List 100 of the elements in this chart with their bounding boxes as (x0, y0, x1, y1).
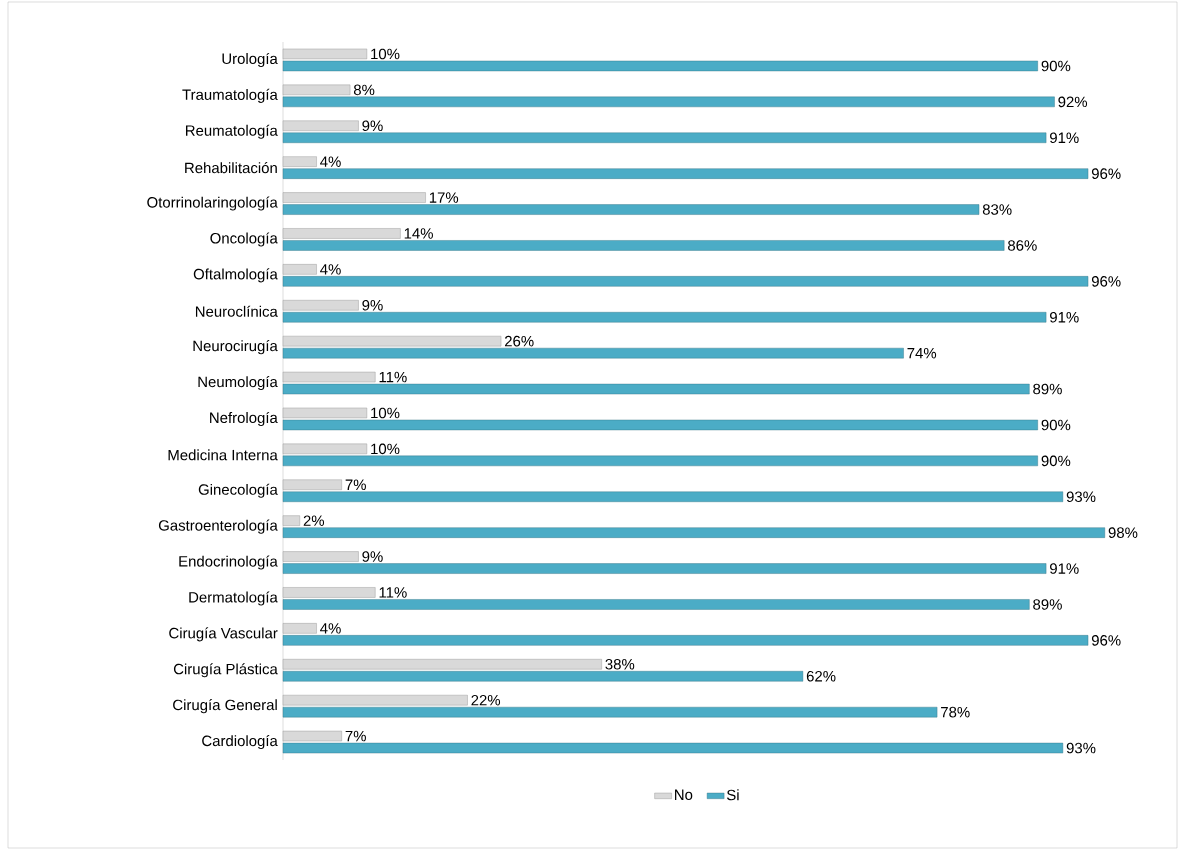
data-label: 9% (362, 299, 383, 311)
data-label: 93% (1066, 742, 1096, 754)
legend-label: Si (726, 789, 739, 801)
data-label: 11% (379, 587, 407, 598)
data-label: 4% (320, 264, 341, 275)
data-label: 83% (982, 204, 1012, 215)
bar (282, 156, 317, 167)
bar (282, 515, 300, 526)
bar (282, 635, 1089, 646)
data-label: 86% (1008, 240, 1037, 251)
y-tick-label: Medicina Interna (168, 449, 278, 461)
bar (282, 706, 938, 718)
bar (282, 742, 1064, 754)
bar (282, 455, 1038, 467)
bar (282, 587, 376, 598)
bar (282, 419, 1038, 431)
y-tick-label: Otorrinolaringología (147, 196, 278, 211)
bar (282, 96, 1055, 108)
y-tick-label: Oftalmología (193, 268, 278, 283)
data-label: 89% (1033, 383, 1062, 395)
y-tick-label: Reumatología (186, 124, 278, 139)
y-tick-label: Endocrinología (179, 555, 278, 570)
y-tick-label: Cirugía Vascular (169, 627, 278, 642)
data-label: 10% (371, 407, 400, 419)
y-tick-label: Dermatología (189, 591, 278, 606)
data-label: 26% (504, 335, 534, 347)
data-label: 91% (1050, 311, 1079, 323)
y-tick-label: Nefrología (210, 411, 278, 426)
bar (282, 300, 359, 311)
data-label: 7% (345, 479, 366, 490)
y-tick-label: Gastroenterología (158, 519, 278, 534)
data-label: 91% (1050, 563, 1079, 574)
data-label: 10% (371, 443, 400, 455)
bar (282, 491, 1064, 502)
bar (282, 479, 342, 490)
bar (282, 527, 1105, 538)
bar (282, 132, 1047, 143)
data-label: 10% (371, 48, 400, 60)
bar (282, 551, 359, 562)
y-tick-label: Ginecología (198, 483, 278, 498)
data-label: 2% (303, 515, 325, 526)
bar (282, 48, 368, 60)
legend-label: No (675, 789, 693, 801)
bar (282, 659, 602, 670)
bar (282, 312, 1047, 323)
y-tick-label: Rehabilitación (185, 162, 277, 174)
bar (282, 120, 359, 131)
bar (282, 228, 401, 239)
data-label: 38% (605, 658, 635, 670)
y-tick-label: Urología (222, 52, 278, 67)
y-tick-label: Cardiología (202, 735, 278, 750)
data-label: 93% (1066, 491, 1096, 503)
bar (282, 347, 904, 359)
data-label: 90% (1041, 419, 1071, 431)
data-label: 78% (941, 706, 970, 718)
data-label: 74% (907, 347, 937, 359)
y-tick-label: Neuroclínica (195, 305, 278, 317)
bar (282, 192, 426, 203)
bar (282, 383, 1030, 395)
data-label: 90% (1041, 60, 1071, 72)
bar (282, 240, 1005, 251)
data-label: 92% (1058, 96, 1088, 108)
y-tick-label: Oncología (210, 232, 278, 247)
bar (282, 276, 1089, 287)
data-label: 89% (1033, 599, 1062, 610)
y-tick-label: Cirugía Plástica (173, 663, 278, 678)
data-label: 98% (1108, 527, 1138, 538)
y-tick-label: Neurocirugía (193, 340, 278, 355)
bar (282, 60, 1038, 72)
data-label: 14% (404, 228, 433, 239)
data-label: 96% (1091, 168, 1121, 179)
data-label: 9% (362, 120, 383, 132)
bar (282, 84, 351, 96)
data-label: 17% (429, 192, 459, 203)
y-tick-label: Traumatología (182, 88, 278, 103)
data-label: 9% (362, 551, 383, 562)
data-label: 11% (379, 371, 407, 383)
bar (282, 371, 376, 383)
bar (282, 264, 317, 275)
data-label: 8% (353, 84, 375, 96)
data-label: 96% (1091, 276, 1121, 287)
bar (282, 671, 804, 682)
data-label: 62% (806, 670, 836, 682)
y-tick-label: Cirugía General (173, 699, 277, 714)
bar (282, 168, 1089, 179)
bar (282, 563, 1047, 574)
bar (282, 407, 368, 419)
data-label: 96% (1091, 635, 1121, 646)
data-label: 4% (320, 156, 341, 167)
bar (282, 694, 468, 706)
data-label: 91% (1050, 132, 1079, 144)
data-label: 4% (320, 623, 341, 634)
data-label: 90% (1041, 455, 1071, 467)
bar (282, 623, 317, 634)
data-label: 22% (471, 694, 501, 706)
bar (282, 443, 368, 455)
bar (282, 204, 980, 215)
bar (282, 599, 1030, 610)
bar (282, 335, 502, 347)
data-label: 7% (345, 730, 366, 742)
